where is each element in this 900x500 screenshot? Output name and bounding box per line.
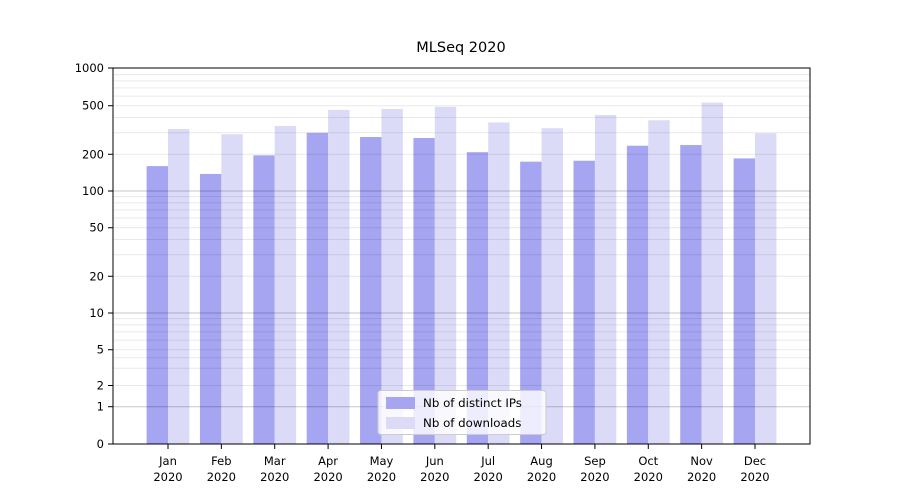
- bar-dec-ips: [733, 158, 755, 445]
- x-tick-label-month: Apr: [318, 454, 338, 468]
- y-tick-label: 1000: [75, 61, 104, 75]
- bar-sep-downloads: [594, 114, 617, 444]
- bar-sep-ips: [573, 160, 595, 445]
- x-tick-label-year: 2020: [687, 470, 716, 484]
- x-tick-label-month: Aug: [530, 454, 552, 468]
- legend-swatch-downloads: [386, 417, 415, 429]
- x-tick-label-year: 2020: [367, 470, 396, 484]
- bar-oct-downloads: [648, 120, 670, 444]
- x-tick-label-year: 2020: [740, 470, 769, 484]
- x-tick-label-year: 2020: [260, 470, 289, 484]
- x-tick-label-year: 2020: [420, 470, 449, 484]
- legend-label-ips: Nb of distinct IPs: [423, 396, 522, 410]
- legend: Nb of distinct IPs Nb of downloads: [377, 390, 547, 435]
- legend-label-downloads: Nb of downloads: [423, 416, 521, 430]
- bar-jan-downloads: [168, 129, 190, 445]
- x-tick-label-year: 2020: [313, 470, 342, 484]
- y-tick-label: 100: [82, 184, 104, 198]
- y-tick-label: 500: [82, 99, 104, 113]
- bar-mar-ips: [253, 155, 275, 444]
- x-tick-label-year: 2020: [474, 470, 503, 484]
- x-tick-label-month: Nov: [690, 454, 713, 468]
- bar-may-downloads: [381, 109, 403, 444]
- y-tick-label: 50: [89, 221, 104, 235]
- y-tick-label: 20: [89, 269, 104, 283]
- x-tick-label-year: 2020: [580, 470, 609, 484]
- x-tick-label-month: Feb: [211, 454, 231, 468]
- x-tick-label-year: 2020: [153, 470, 182, 484]
- bar-oct-ips: [626, 145, 649, 444]
- x-tick-label-year: 2020: [527, 470, 556, 484]
- bar-jun-ips: [413, 137, 435, 444]
- bar-aug-downloads: [541, 128, 563, 445]
- bar-nov-ips: [680, 145, 702, 444]
- legend-box: [377, 390, 547, 435]
- x-tick-label-month: Dec: [744, 454, 766, 468]
- bar-apr-downloads: [328, 109, 350, 444]
- x-tick-label-year: 2020: [634, 470, 663, 484]
- plot-frame: [112, 67, 811, 445]
- bar-jul-downloads: [488, 122, 510, 444]
- bar-jun-downloads: [434, 106, 457, 444]
- y-tick-label: 2: [97, 379, 104, 393]
- bar-nov-downloads: [701, 102, 724, 445]
- axes-layer: 10005002001005020105210Jan2020Feb2020Mar…: [75, 61, 811, 484]
- legend-swatch-ips: [386, 397, 415, 409]
- bar-mar-downloads: [274, 126, 297, 444]
- y-tick-label: 200: [82, 147, 104, 161]
- gridlines-layer: [113, 74, 810, 408]
- y-tick-label: 5: [97, 343, 104, 357]
- bar-feb-ips: [199, 173, 222, 444]
- x-tick-label-month: Jun: [425, 454, 444, 468]
- y-tick-label: 10: [89, 306, 104, 320]
- bar-apr-ips: [306, 132, 329, 445]
- x-tick-label-month: Jul: [480, 454, 495, 468]
- x-tick-label-month: May: [370, 454, 394, 468]
- bar-may-ips: [360, 137, 382, 445]
- bar-feb-downloads: [221, 134, 243, 444]
- bar-dec-downloads: [755, 133, 777, 444]
- y-tick-label: 0: [97, 437, 104, 451]
- bar-aug-ips: [520, 161, 542, 444]
- x-tick-label-month: Oct: [638, 454, 658, 468]
- x-tick-label-month: Sep: [584, 454, 606, 468]
- x-tick-label-year: 2020: [207, 470, 236, 484]
- x-tick-label-month: Mar: [264, 454, 286, 468]
- x-tick-label-month: Jan: [158, 454, 177, 468]
- bars-layer: [146, 102, 777, 445]
- chart-title: MLSeq 2020: [416, 40, 505, 56]
- bar-jan-ips: [146, 166, 168, 445]
- y-tick-label: 1: [97, 400, 104, 414]
- bar-jul-ips: [466, 152, 489, 444]
